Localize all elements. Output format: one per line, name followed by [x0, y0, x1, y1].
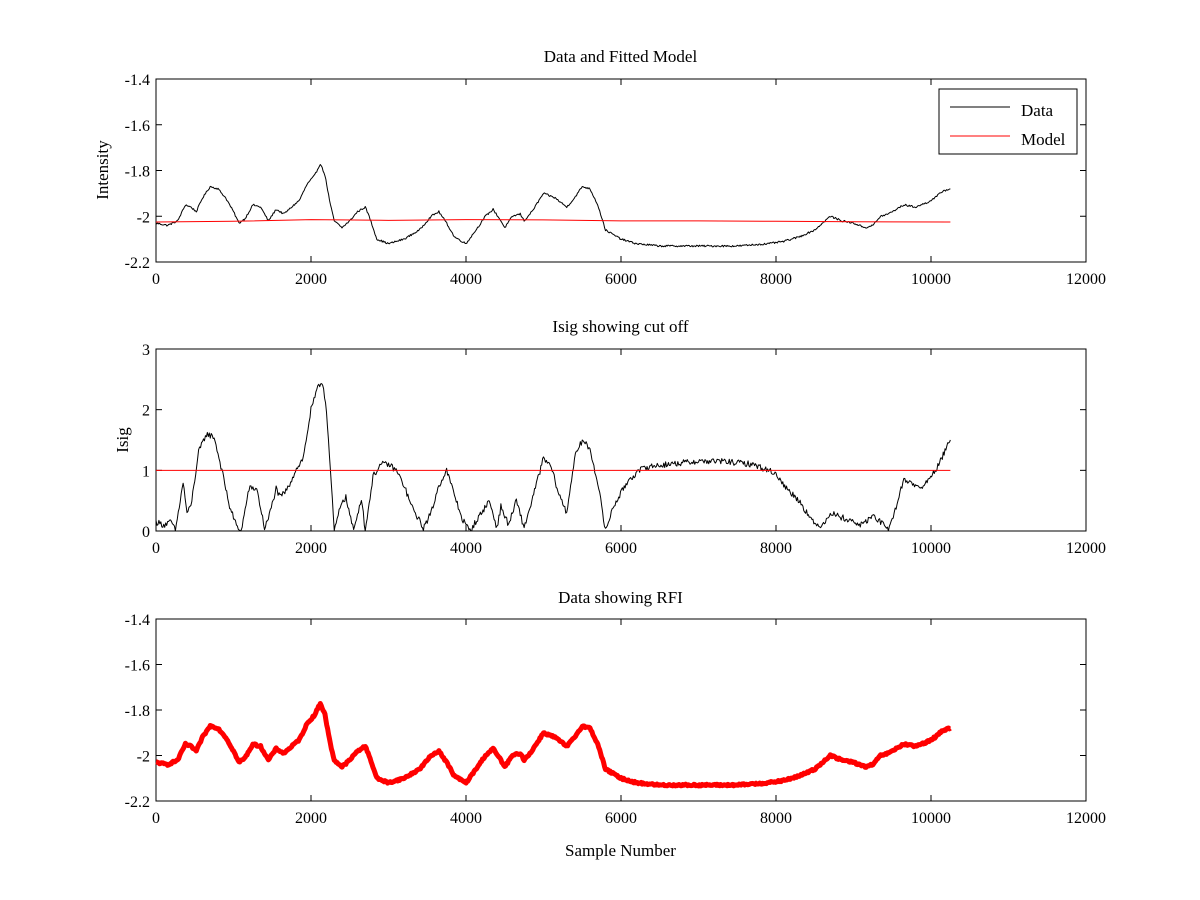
x-tick-label: 4000: [450, 271, 482, 288]
y-axis-label: Intensity: [93, 140, 112, 200]
y-tick-label: -2: [137, 749, 150, 766]
plot-area: 0 2000 4000 6000 8000 10000 12000 3 2 1 0: [142, 342, 1106, 557]
x-tick-label: 0: [152, 810, 160, 827]
panel-title: Data showing RFI: [558, 588, 683, 607]
series-line-2-0: [154, 701, 952, 789]
x-tick-label: 4000: [450, 540, 482, 557]
y-tick-label: -1.8: [125, 164, 150, 181]
y-tick-label: -1.4: [125, 612, 150, 629]
y-tick-label: 2: [142, 403, 150, 420]
series-line-1-0: [155, 383, 951, 532]
series-line-0-0: [155, 164, 951, 248]
x-tick-label: 0: [152, 271, 160, 288]
series-line-0-1: [155, 219, 951, 223]
legend: Data Model: [938, 88, 1078, 155]
x-tick-label: 6000: [605, 540, 637, 557]
x-tick-label: 4000: [450, 810, 482, 827]
legend-label-data: Data: [1021, 101, 1054, 120]
x-tick-label: 2000: [295, 540, 327, 557]
x-tick-label: 12000: [1066, 540, 1106, 557]
y-tick-label: 1: [142, 463, 150, 480]
y-tick-label: -1.6: [125, 118, 150, 135]
y-tick-label: -2.2: [125, 794, 150, 811]
panel-title: Data and Fitted Model: [544, 47, 698, 66]
plot-area: 0 2000 4000 6000 8000 10000 12000 -1.4 -1.6 -1.8 -…: [125, 612, 1106, 827]
y-tick-label: 0: [142, 524, 150, 541]
x-tick-label: 10000: [911, 271, 951, 288]
x-tick-label: 6000: [605, 271, 637, 288]
x-tick-label: 10000: [911, 810, 951, 827]
panel-data-showing-rfi: Data showing RFI Sample Number 0 2000 4000…: [125, 588, 1106, 860]
x-tick-label: 8000: [760, 810, 792, 827]
x-tick-label: 10000: [911, 540, 951, 557]
x-tick-label: 12000: [1066, 271, 1106, 288]
x-tick-label: 2000: [295, 810, 327, 827]
y-tick-label: -2.2: [125, 255, 150, 272]
x-tick-label: 8000: [760, 271, 792, 288]
legend-label-model: Model: [1021, 130, 1066, 149]
panel-title: Isig showing cut off: [552, 317, 688, 336]
x-tick-label: 12000: [1066, 810, 1106, 827]
x-tick-label: 6000: [605, 810, 637, 827]
panel-data-and-fitted-model: Data and Fitted Model Intensity 0 2000 400…: [93, 47, 1106, 288]
x-tick-label: 2000: [295, 271, 327, 288]
y-tick-label: 3: [142, 342, 150, 359]
y-tick-label: -1.4: [125, 72, 150, 89]
panel-isig-showing-cut-off: Isig showing cut off Isig 0 2000 4000 6000 8…: [113, 317, 1106, 557]
y-tick-label: -2: [137, 209, 150, 226]
plot-area: 0 2000 4000 6000 8000 10000 12000 -1.4 -1.6 -1.8 -…: [125, 72, 1106, 288]
legend-box: [938, 88, 1078, 155]
y-axis-label: Isig: [113, 427, 132, 453]
y-tick-label: -1.8: [125, 703, 150, 720]
x-tick-label: 8000: [760, 540, 792, 557]
x-axis-label: Sample Number: [565, 841, 676, 860]
x-tick-label: 0: [152, 540, 160, 557]
y-tick-label: -1.6: [125, 658, 150, 675]
